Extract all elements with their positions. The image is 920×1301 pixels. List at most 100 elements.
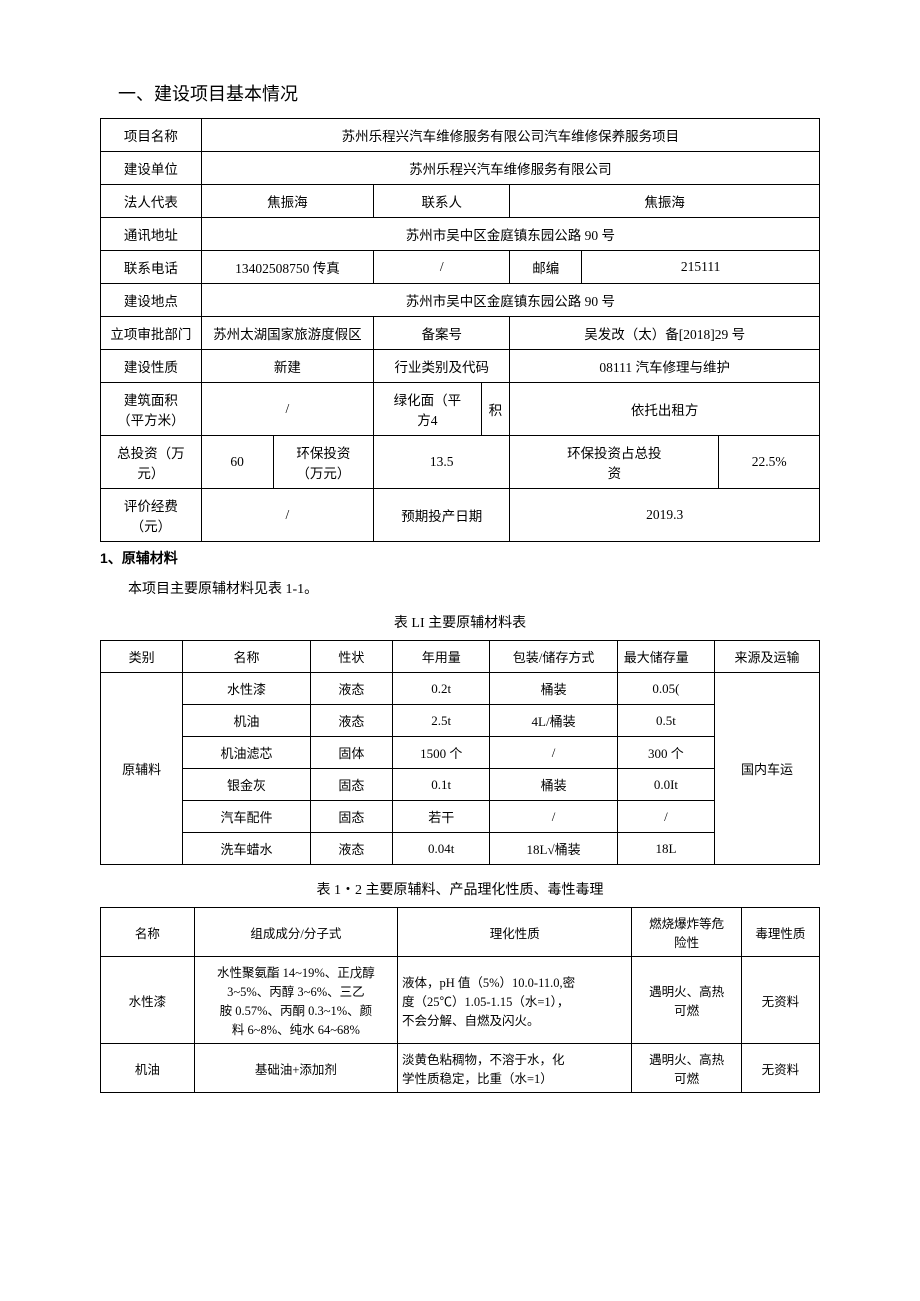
cell: 2.5t <box>393 705 490 737</box>
table-header-row: 名称 组成成分/分子式 理化性质 燃烧爆炸等危险性 毒理性质 <box>101 908 820 957</box>
value-green-area: 依托出租方 <box>510 383 820 436</box>
value-construction-unit: 苏州乐程兴汽车维修服务有限公司 <box>201 152 819 185</box>
cell: 300 个 <box>617 737 714 769</box>
materials-intro: 本项目主要原辅材料见表 1-1。 <box>100 578 820 598</box>
col-name: 名称 <box>101 908 195 957</box>
materials-heading-num: 1 <box>100 550 108 566</box>
table1-caption: 表 LI 主要原辅材料表 <box>100 612 820 632</box>
table2-caption: 表 1・2 主要原辅料、产品理化性质、毒性毒理 <box>100 879 820 899</box>
cell: 液态 <box>310 833 392 865</box>
value-building-area: / <box>201 383 374 436</box>
cell: 固态 <box>310 801 392 833</box>
cell: 液态 <box>310 673 392 705</box>
cell: 液态 <box>310 705 392 737</box>
label-approval-dept: 立项审批部门 <box>101 317 202 350</box>
cell: 机油 <box>183 705 310 737</box>
cell: 固体 <box>310 737 392 769</box>
label-nature: 建设性质 <box>101 350 202 383</box>
table-row: 原辅料 水性漆 液态 0.2t 桶装 0.05( 国内车运 <box>101 673 820 705</box>
label-green-area-suffix: 积 <box>481 383 510 436</box>
col-category: 类别 <box>101 641 183 673</box>
cell: 0.0It <box>617 769 714 801</box>
value-eval-fee: / <box>201 489 374 542</box>
cell: 18L <box>617 833 714 865</box>
value-contact: 焦振海 <box>510 185 820 218</box>
label-total-invest: 总投资（万元） <box>101 436 202 489</box>
cell-toxicity: 无资料 <box>741 1044 819 1093</box>
table-header-row: 类别 名称 性状 年用量 包装/储存方式 最大储存量 来源及运输 <box>101 641 820 673</box>
materials-heading: 1、原辅材料 <box>100 548 820 568</box>
label-phone: 联系电话 <box>101 251 202 284</box>
value-expected-date: 2019.3 <box>510 489 820 542</box>
cell: 机油滤芯 <box>183 737 310 769</box>
cell: / <box>617 801 714 833</box>
value-postcode: 215111 <box>582 251 820 284</box>
cell-toxicity: 无资料 <box>741 957 819 1044</box>
cell: 0.05( <box>617 673 714 705</box>
value-location: 苏州市吴中区金庭镇东园公路 90 号 <box>201 284 819 317</box>
table-row: 汽车配件 固态 若干 / / <box>101 801 820 833</box>
cell-composition: 水性聚氨酯 14~19%、正戊醇3~5%、丙醇 3~6%、三乙胺 0.57%、丙… <box>194 957 397 1044</box>
table-row: 洗车蜡水 液态 0.04t 18L√桶装 18L <box>101 833 820 865</box>
value-phone: 13402508750 传真 <box>201 251 374 284</box>
label-postcode: 邮编 <box>510 251 582 284</box>
cell: / <box>490 801 617 833</box>
value-env-invest: 13.5 <box>374 436 510 489</box>
cell-name: 水性漆 <box>101 957 195 1044</box>
col-toxicity: 毒理性质 <box>741 908 819 957</box>
col-state: 性状 <box>310 641 392 673</box>
label-address: 通讯地址 <box>101 218 202 251</box>
label-project-name: 项目名称 <box>101 119 202 152</box>
label-env-ratio: 环保投资占总投资 <box>510 436 719 489</box>
label-building-area: 建筑面积（平方米） <box>101 383 202 436</box>
label-industry: 行业类别及代码 <box>374 350 510 383</box>
section-title: 一、建设项目基本情况 <box>100 80 820 106</box>
value-approval-dept: 苏州太湖国家旅游度假区 <box>201 317 374 350</box>
col-source: 来源及运输 <box>715 641 820 673</box>
col-properties: 理化性质 <box>397 908 631 957</box>
table-row: 银金灰 固态 0.1t 桶装 0.0It <box>101 769 820 801</box>
cell: 18L√桶装 <box>490 833 617 865</box>
value-env-ratio: 22.5% <box>719 436 820 489</box>
materials-heading-text: 、原辅材料 <box>108 552 178 567</box>
label-expected-date: 预期投产日期 <box>374 489 510 542</box>
value-project-name: 苏州乐程兴汽车维修服务有限公司汽车维修保养服务项目 <box>201 119 819 152</box>
basic-info-table: 项目名称 苏州乐程兴汽车维修服务有限公司汽车维修保养服务项目 建设单位 苏州乐程… <box>100 118 820 542</box>
cell: 若干 <box>393 801 490 833</box>
label-filing-no: 备案号 <box>374 317 510 350</box>
cell: 桶装 <box>490 673 617 705</box>
cell: 0.2t <box>393 673 490 705</box>
cell: 洗车蜡水 <box>183 833 310 865</box>
value-filing-no: 吴发改（太）备[2018]29 号 <box>510 317 820 350</box>
value-total-invest: 60 <box>201 436 273 489</box>
value-fax: / <box>374 251 510 284</box>
cell: 0.5t <box>617 705 714 737</box>
properties-table: 名称 组成成分/分子式 理化性质 燃烧爆炸等危险性 毒理性质 水性漆 水性聚氨酯… <box>100 907 820 1093</box>
materials-table: 类别 名称 性状 年用量 包装/储存方式 最大储存量 来源及运输 原辅料 水性漆… <box>100 640 820 865</box>
cell: 汽车配件 <box>183 801 310 833</box>
cell: / <box>490 737 617 769</box>
cell: 1500 个 <box>393 737 490 769</box>
cell-transport: 国内车运 <box>715 673 820 865</box>
cell: 桶装 <box>490 769 617 801</box>
cell-hazard: 遇明火、高热可燃 <box>632 957 741 1044</box>
cell: 固态 <box>310 769 392 801</box>
col-name: 名称 <box>183 641 310 673</box>
col-package: 包装/储存方式 <box>490 641 617 673</box>
value-legal-rep: 焦振海 <box>201 185 374 218</box>
col-maxstore: 最大储存量 <box>617 641 714 673</box>
table-row: 机油 液态 2.5t 4L/桶装 0.5t <box>101 705 820 737</box>
cell-composition: 基础油+添加剂 <box>194 1044 397 1093</box>
label-env-invest: 环保投资（万元） <box>273 436 374 489</box>
cell-properties: 液体，pH 值（5%）10.0-11.0,密度（25℃）1.05-1.15（水=… <box>397 957 631 1044</box>
col-hazard: 燃烧爆炸等危险性 <box>632 908 741 957</box>
cell: 银金灰 <box>183 769 310 801</box>
cell: 水性漆 <box>183 673 310 705</box>
label-contact: 联系人 <box>374 185 510 218</box>
table-row: 机油 基础油+添加剂 淡黄色粘稠物，不溶于水，化学性质稳定，比重（水=1） 遇明… <box>101 1044 820 1093</box>
cell: 0.04t <box>393 833 490 865</box>
col-annual: 年用量 <box>393 641 490 673</box>
col-composition: 组成成分/分子式 <box>194 908 397 957</box>
label-green-area: 绿化面（平方4 <box>374 383 481 436</box>
value-nature: 新建 <box>201 350 374 383</box>
